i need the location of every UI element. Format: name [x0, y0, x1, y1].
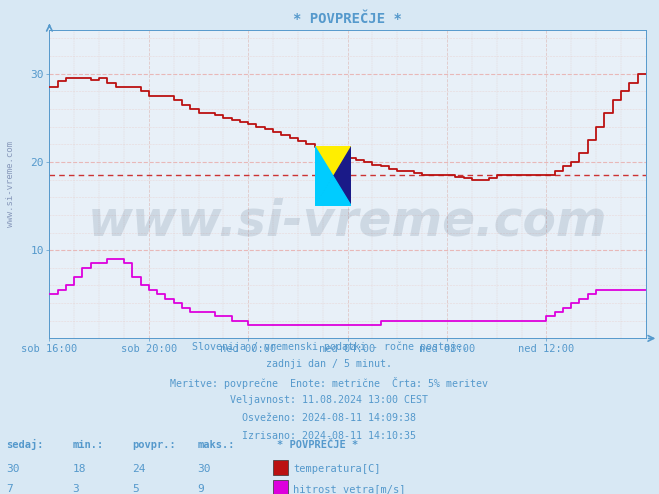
Text: povpr.:: povpr.: [132, 441, 175, 451]
Text: temperatura[C]: temperatura[C] [293, 464, 381, 474]
Text: sedaj:: sedaj: [7, 439, 44, 451]
Text: 9: 9 [198, 484, 204, 494]
Text: 30: 30 [198, 464, 211, 474]
Polygon shape [315, 176, 351, 206]
Text: 30: 30 [7, 464, 20, 474]
Polygon shape [315, 146, 351, 206]
Bar [273, 460, 288, 475]
Text: 7: 7 [7, 484, 13, 494]
Text: Meritve: povprečne  Enote: metrične  Črta: 5% meritev: Meritve: povprečne Enote: metrične Črta:… [171, 377, 488, 389]
Text: 5: 5 [132, 484, 138, 494]
Text: www.si-vreme.com: www.si-vreme.com [6, 141, 15, 227]
Text: maks.:: maks.: [198, 441, 235, 451]
Bar [273, 480, 288, 494]
Text: * POVPREČJE *: * POVPREČJE * [277, 441, 358, 451]
Text: 3: 3 [72, 484, 79, 494]
Title: * POVPREČJE *: * POVPREČJE * [293, 12, 402, 26]
Text: min.:: min.: [72, 441, 103, 451]
Text: hitrost vetra[m/s]: hitrost vetra[m/s] [293, 484, 406, 494]
Polygon shape [315, 146, 351, 206]
Text: 24: 24 [132, 464, 145, 474]
Text: Osveženo: 2024-08-11 14:09:38: Osveženo: 2024-08-11 14:09:38 [243, 413, 416, 423]
Polygon shape [315, 146, 333, 206]
Text: 18: 18 [72, 464, 86, 474]
Text: zadnji dan / 5 minut.: zadnji dan / 5 minut. [266, 360, 393, 370]
Text: Izrisano: 2024-08-11 14:10:35: Izrisano: 2024-08-11 14:10:35 [243, 431, 416, 441]
Text: www.si-vreme.com: www.si-vreme.com [88, 197, 608, 245]
Text: Slovenija / vremenski podatki - ročne postaje.: Slovenija / vremenski podatki - ročne po… [192, 341, 467, 352]
Text: Veljavnost: 11.08.2024 13:00 CEST: Veljavnost: 11.08.2024 13:00 CEST [231, 395, 428, 405]
